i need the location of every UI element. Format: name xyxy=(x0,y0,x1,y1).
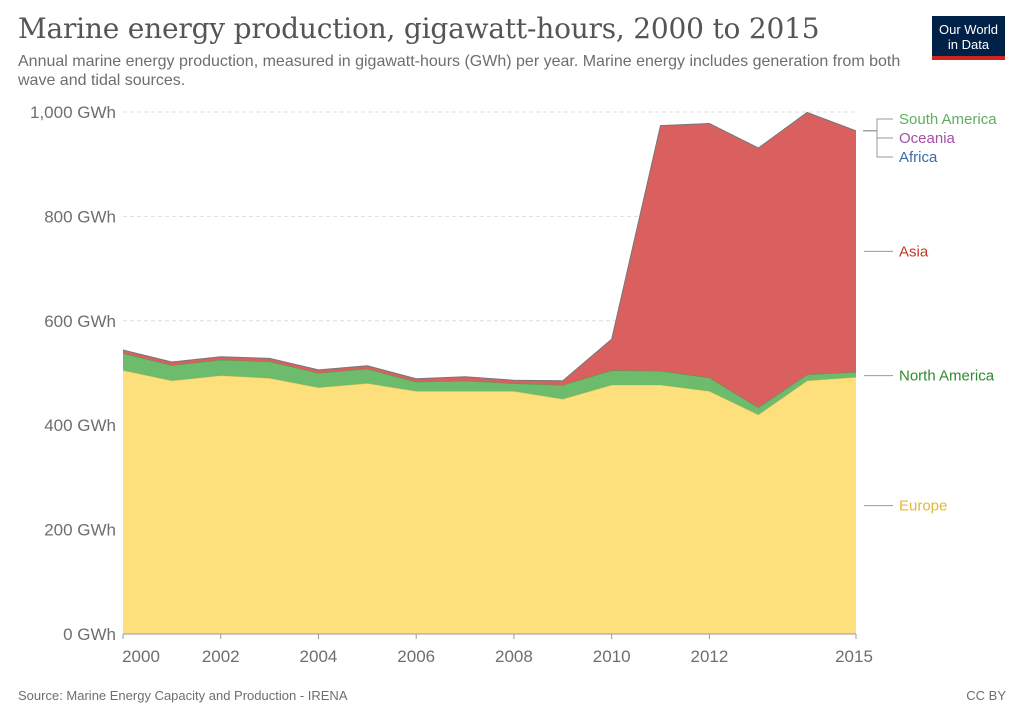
legend-label-asia: Asia xyxy=(899,243,929,260)
x-tick-label: 2008 xyxy=(495,647,533,666)
x-tick-label: 2000 xyxy=(122,647,160,666)
x-tick-label: 2010 xyxy=(593,647,631,666)
legend-label-north-america: North America xyxy=(899,368,995,385)
legend-label-europe: Europe xyxy=(899,498,947,515)
legend-label-africa: Africa xyxy=(899,149,938,166)
area-outline-north-america xyxy=(122,352,857,409)
y-tick-label: 1,000 GWh xyxy=(30,103,116,122)
legend-label-oceania: Oceania xyxy=(899,130,956,147)
x-tick-label: 2002 xyxy=(202,647,240,666)
y-tick-label: 0 GWh xyxy=(63,625,116,644)
chart-title: Marine energy production, gigawatt-hours… xyxy=(18,12,820,45)
license-link[interactable]: CC BY xyxy=(966,688,1006,703)
y-tick-label: 600 GWh xyxy=(44,312,116,331)
area-north-america xyxy=(123,353,856,415)
x-tick-label: 2012 xyxy=(690,647,728,666)
logo-line-2: in Data xyxy=(947,37,990,52)
area-europe xyxy=(123,370,856,634)
source-note: Source: Marine Energy Capacity and Produ… xyxy=(18,688,348,703)
logo-line-1: Our World xyxy=(939,22,998,37)
chart-subtitle: Annual marine energy production, measure… xyxy=(18,53,901,89)
x-tick-label: 2006 xyxy=(397,647,435,666)
x-tick-label: 2004 xyxy=(300,647,338,666)
owid-logo[interactable]: Our World in Data xyxy=(932,16,1005,60)
y-tick-label: 400 GWh xyxy=(44,416,116,435)
legend-label-south-america: South America xyxy=(899,111,997,128)
area-outline-asia xyxy=(122,111,857,382)
label-connector xyxy=(863,130,893,139)
area-asia xyxy=(123,112,856,408)
label-connector xyxy=(863,130,893,158)
label-connector xyxy=(863,118,893,132)
y-tick-label: 800 GWh xyxy=(44,207,116,226)
y-tick-label: 200 GWh xyxy=(44,521,116,540)
x-tick-label: 2015 xyxy=(835,647,873,666)
